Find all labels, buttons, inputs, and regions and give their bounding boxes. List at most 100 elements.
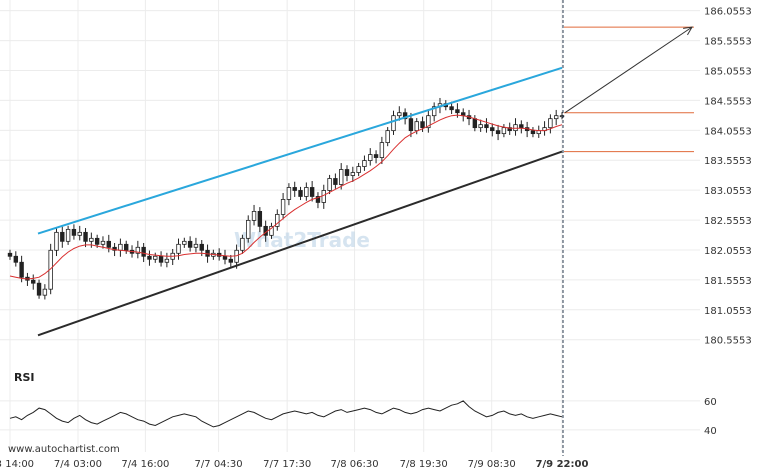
candle-body [373,154,379,158]
candle [275,209,280,231]
candle-body [420,121,425,129]
candle [408,112,414,138]
price-tick-label: 184.0553 [704,126,752,137]
candle [356,162,361,177]
price-levels [564,26,694,153]
candle-body [501,127,507,135]
rsi-line [9,400,563,428]
candle [559,112,565,120]
candle [170,248,175,266]
candle-body [449,106,454,111]
rsi-label: RSI [14,371,35,384]
candle-body [94,237,100,245]
candle-body [118,243,123,251]
candle [106,234,111,253]
candle [431,102,437,122]
candle-body [124,243,129,251]
candle [298,186,303,201]
candle [513,118,518,136]
rsi-tick-label: 60 [704,397,717,408]
candle-body [135,246,141,254]
candle [350,166,356,182]
forecast-arrowhead-icon [683,26,693,36]
grid-lines [0,0,700,452]
candle-body [350,172,356,176]
candle-body [36,282,42,296]
candle-body [507,127,512,132]
price-tick-label: 184.5553 [704,96,752,107]
candle [71,224,77,240]
candle-body [519,124,524,129]
candle [147,250,152,266]
candle-body [286,187,292,200]
candle [176,238,181,260]
candle [36,279,42,299]
credit-text: www.autochartist.com [8,444,120,455]
price-tick-label: 181.0553 [704,306,752,317]
candle-body [315,196,321,203]
candle-body [455,109,460,114]
candle [385,127,390,147]
candle-body [530,130,536,135]
candle-body [257,211,263,227]
candle [135,240,141,259]
candle-body [71,228,77,236]
candle [182,237,187,248]
candle-body [182,240,187,245]
candle-body [304,187,309,197]
price-axis: 186.0553 185.5553 185.0553 184.5553 184.0553… [704,7,752,347]
candle [118,238,123,257]
candle [65,225,71,245]
candle-body [280,199,286,215]
candlesticks [7,97,565,300]
candle [269,222,274,239]
candle [495,124,501,141]
candle-body [275,214,280,227]
candle-body [7,252,13,257]
candle [164,252,170,268]
candle [327,174,332,195]
candle-body [153,255,158,260]
candle-body [431,106,437,117]
candle [553,109,559,126]
candle-body [13,255,19,263]
candle-body [187,240,193,248]
candle-body [112,246,117,251]
price-tick-label: 183.5553 [704,156,752,167]
time-tick-label: 7/3 14:00 [0,459,34,470]
candle-body [385,130,390,144]
candle [478,119,483,132]
candle-body [414,121,419,132]
candle-body [408,118,414,132]
candle-body [478,124,483,129]
candle-body [83,231,88,242]
time-tick-label: 7/4 03:00 [54,459,102,470]
price-tick-label: 186.0553 [704,7,752,18]
candle-body [89,237,94,242]
candle-body [321,190,326,203]
candle-body [65,228,71,242]
candle-body [158,255,164,263]
candle [31,274,36,290]
candle-body [553,115,559,120]
candle-body [495,130,501,135]
price-tick-label: 185.0553 [704,66,752,77]
candle-body [222,255,228,260]
candle [54,228,59,257]
time-tick-label: 7/8 06:30 [331,459,379,470]
candle-body [344,169,350,176]
candle-body [379,142,385,158]
time-tick-label: 7/7 17:30 [263,459,311,470]
candle [141,243,146,263]
candle-body [240,237,245,251]
time-tick-label: 7/9 22:00 [536,459,589,470]
candle-body [292,187,297,191]
candle-body [338,169,344,185]
candle-body [490,127,495,132]
price-tick-label: 185.5553 [704,37,752,48]
candle-body [251,211,257,221]
candle-body [54,231,59,251]
candle-body [31,279,36,284]
candle-body [333,178,338,185]
candle [257,207,263,233]
